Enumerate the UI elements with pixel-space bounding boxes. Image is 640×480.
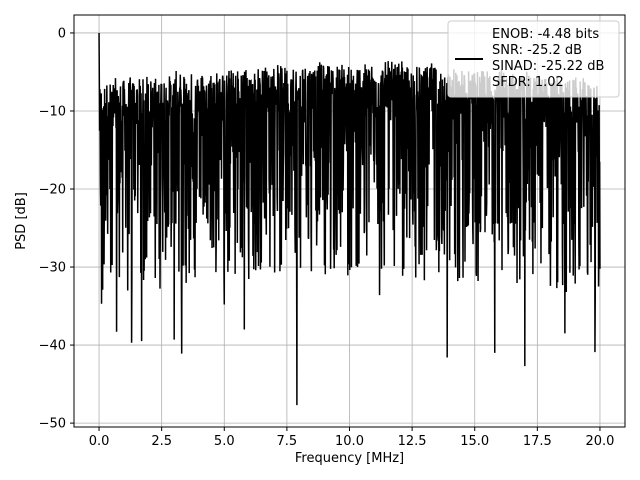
legend: ENOB: -4.48 bits SNR: -25.2 dB SINAD: -2…	[447, 20, 620, 98]
y-axis-label: PSD [dB]	[14, 192, 29, 250]
x-tick-label: 12.5	[398, 434, 427, 449]
psd-series-line	[98, 32, 601, 406]
x-tick-label: 0.0	[89, 434, 110, 449]
y-tick-label: 0	[58, 26, 66, 41]
ticks: 0.0 2.5 5.0 7.5 10.0 12.5 15.0 17.5 20.0 0 −10 −20 −…	[39, 26, 615, 449]
y-tick-label: −10	[39, 104, 66, 119]
y-tick-label: −50	[39, 417, 66, 432]
legend-entry-enob: ENOB: -4.48 bits	[492, 27, 599, 42]
y-tick-label: −20	[39, 183, 66, 198]
x-tick-label: 17.5	[523, 434, 552, 449]
legend-box	[447, 20, 620, 98]
x-tick-label: 7.5	[277, 434, 298, 449]
legend-entry-snr: SNR: -25.2 dB	[492, 43, 582, 58]
y-tick-label: −40	[39, 339, 66, 354]
x-tick-label: 15.0	[460, 434, 489, 449]
x-tick-label: 5.0	[214, 434, 235, 449]
x-axis-label: Frequency [MHz]	[295, 451, 404, 466]
x-tick-label: 20.0	[585, 434, 614, 449]
x-tick-label: 10.0	[335, 434, 364, 449]
x-tick-label: 2.5	[151, 434, 172, 449]
series-layer	[98, 32, 601, 406]
legend-entry-sinad: SINAD: -25.22 dB	[492, 59, 604, 74]
y-tick-label: −30	[39, 261, 66, 276]
legend-entry-sfdr: SFDR: 1.02	[492, 75, 564, 90]
